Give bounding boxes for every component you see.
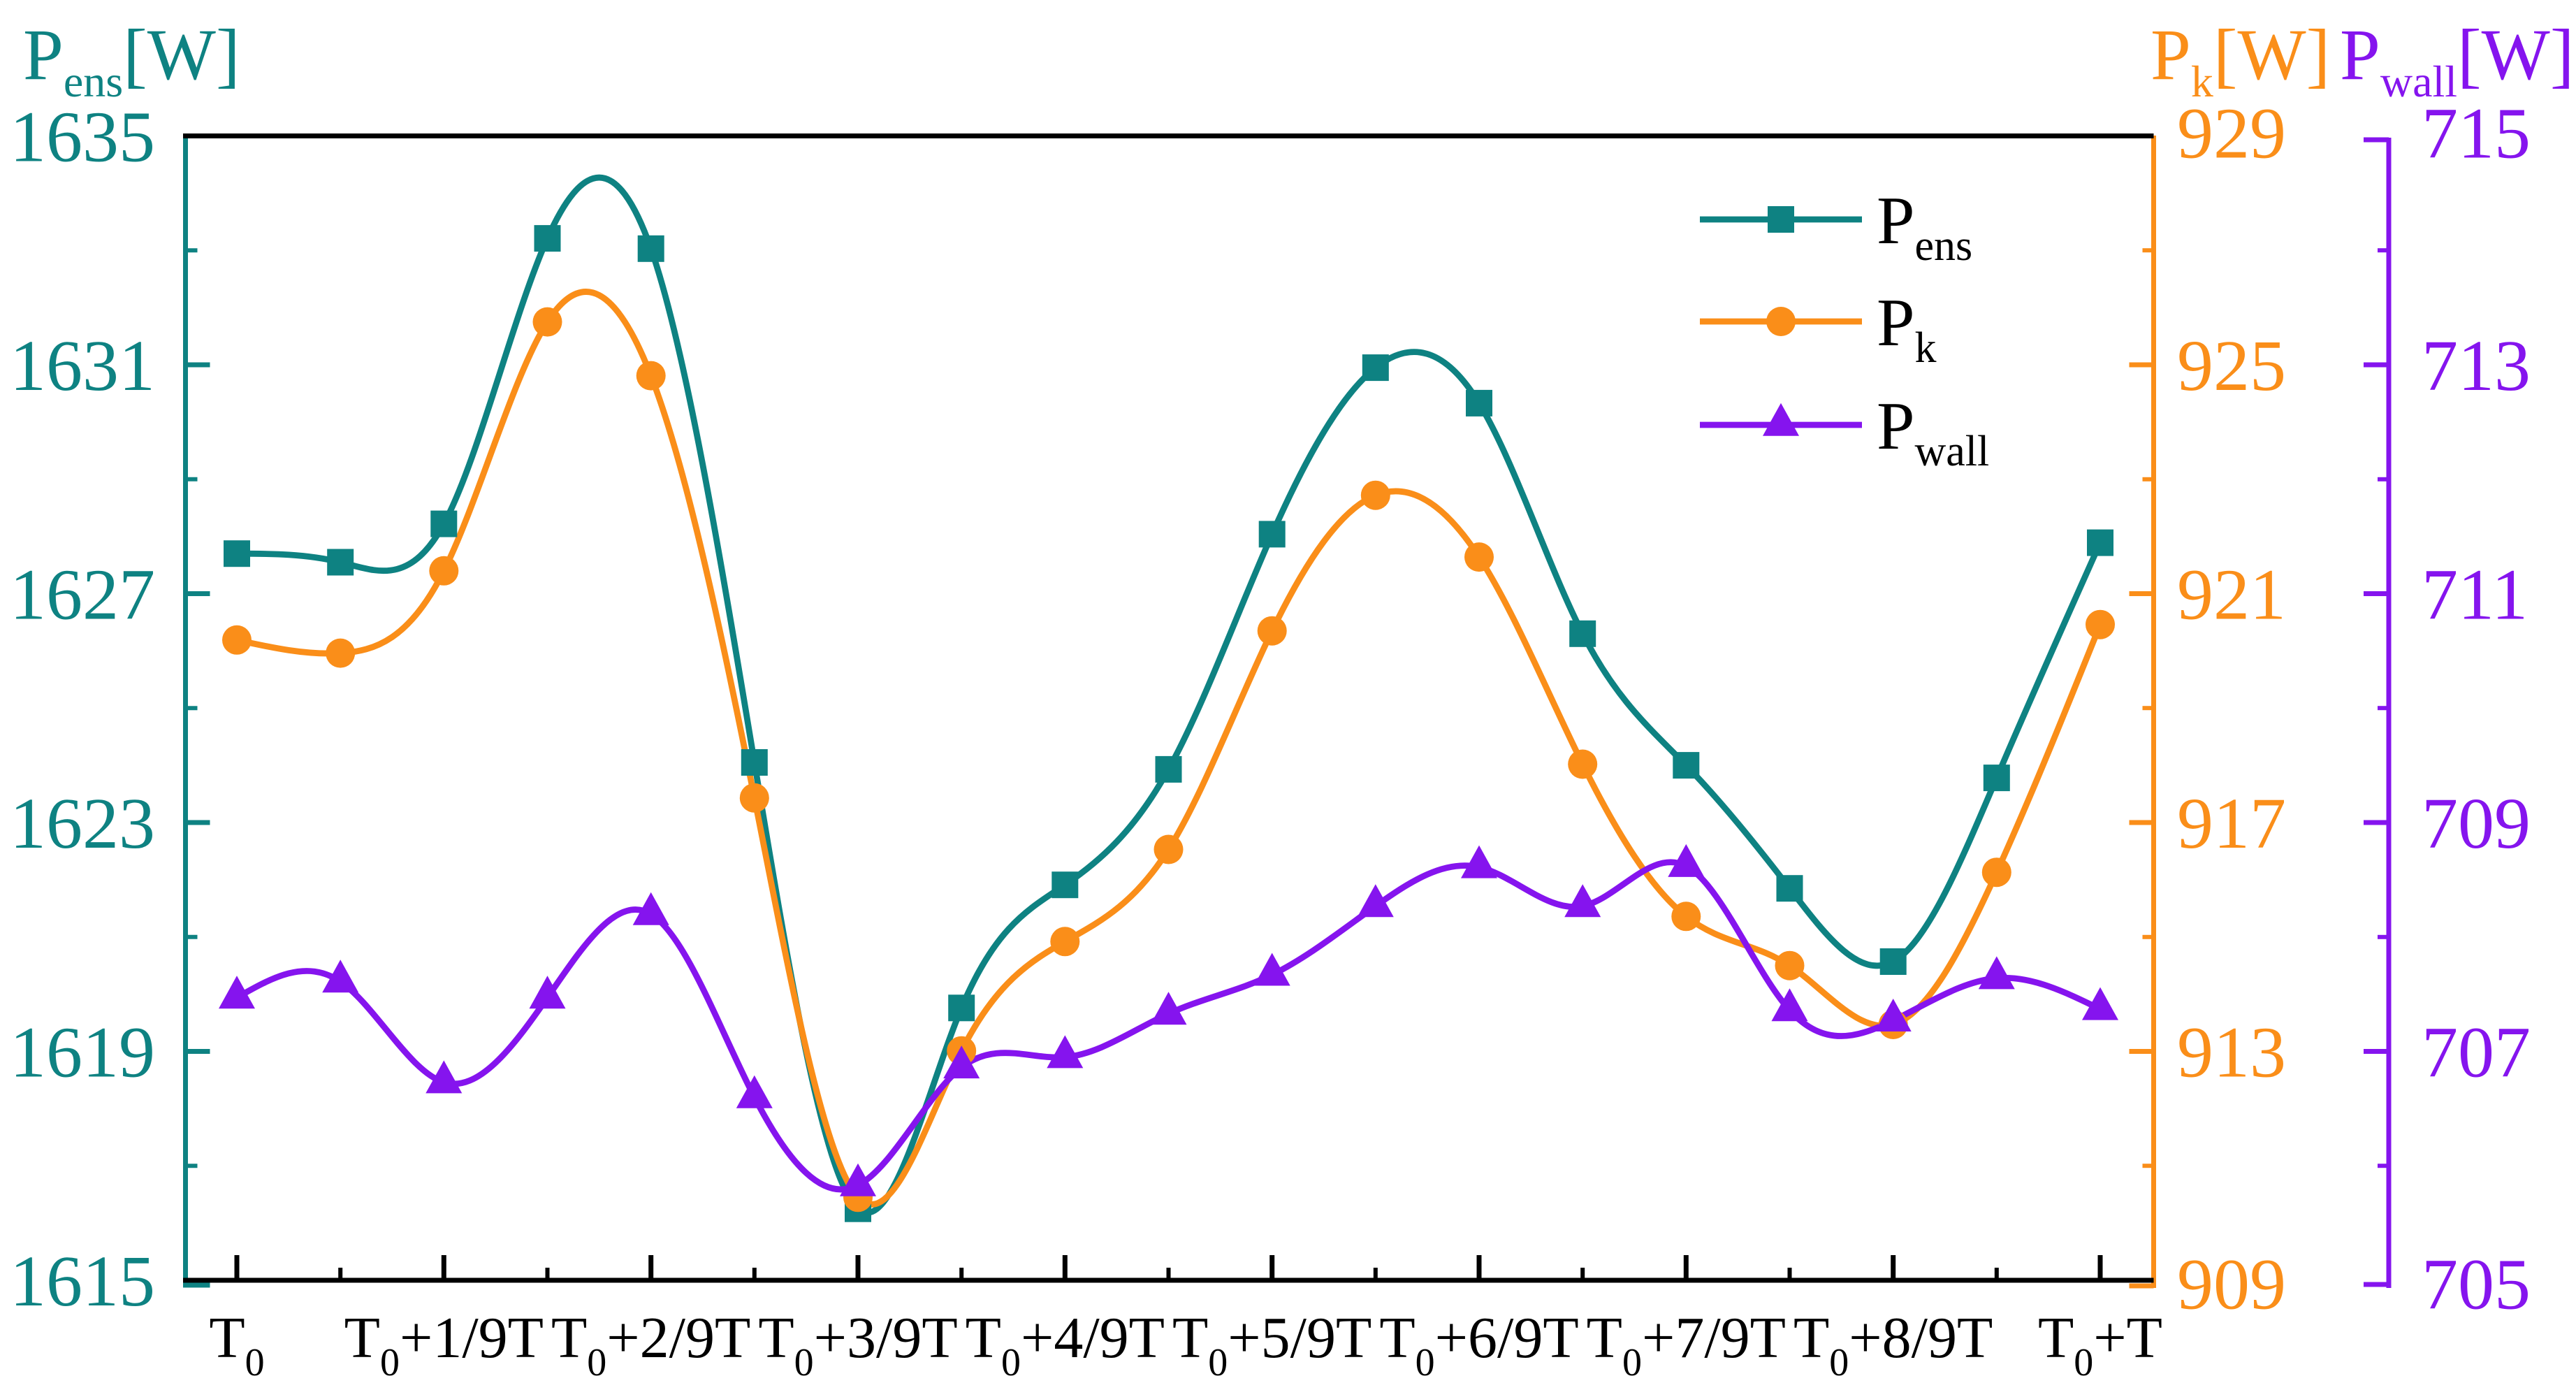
svg-text:T0+T: T0+T <box>2038 1305 2162 1383</box>
svg-text:921: 921 <box>2177 554 2286 635</box>
svg-text:705: 705 <box>2422 1245 2531 1325</box>
svg-text:T0+5/9T: T0+5/9T <box>1172 1305 1371 1383</box>
svg-text:1619: 1619 <box>10 1012 155 1092</box>
svg-text:Pk[W]: Pk[W] <box>2151 15 2330 106</box>
svg-text:711: 711 <box>2422 554 2528 635</box>
svg-text:1635: 1635 <box>10 96 155 177</box>
svg-text:Pwall[W]: Pwall[W] <box>2340 15 2574 106</box>
svg-text:T0+1/9T: T0+1/9T <box>344 1305 544 1383</box>
svg-text:1623: 1623 <box>10 783 155 864</box>
svg-text:1615: 1615 <box>10 1241 155 1322</box>
svg-text:T0+4/9T: T0+4/9T <box>966 1305 1165 1383</box>
svg-text:T0+6/9T: T0+6/9T <box>1379 1305 1578 1383</box>
svg-text:1631: 1631 <box>10 326 155 406</box>
svg-text:715: 715 <box>2422 94 2531 174</box>
svg-text:909: 909 <box>2177 1245 2286 1325</box>
svg-text:T0+2/9T: T0+2/9T <box>551 1305 750 1383</box>
svg-text:T0+8/9T: T0+8/9T <box>1793 1305 1993 1383</box>
svg-text:709: 709 <box>2422 783 2531 864</box>
svg-text:1627: 1627 <box>10 554 155 635</box>
svg-text:917: 917 <box>2177 783 2286 864</box>
svg-text:925: 925 <box>2177 326 2286 406</box>
svg-text:T0+7/9T: T0+7/9T <box>1587 1305 1786 1383</box>
svg-text:913: 913 <box>2177 1012 2286 1092</box>
svg-text:T0+3/9T: T0+3/9T <box>758 1305 957 1383</box>
svg-text:Pens[W]: Pens[W] <box>23 15 240 106</box>
svg-text:713: 713 <box>2422 326 2531 406</box>
svg-text:929: 929 <box>2177 94 2286 174</box>
svg-text:707: 707 <box>2422 1012 2531 1092</box>
